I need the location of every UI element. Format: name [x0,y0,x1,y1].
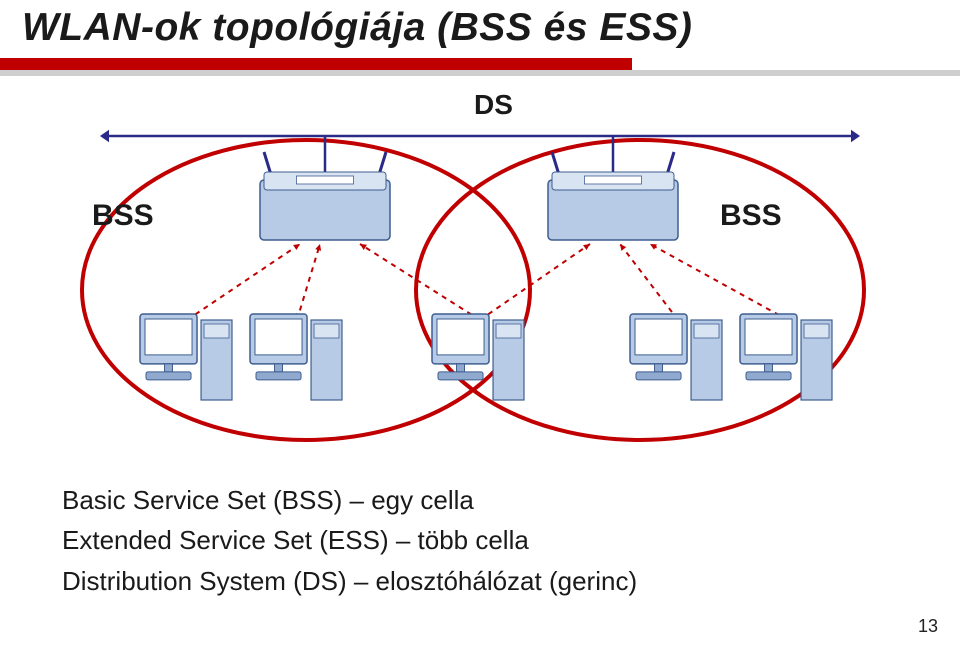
bullet-list: Basic Service Set (BSS) – egy cella Exte… [62,480,637,601]
svg-text:DS: DS [474,89,513,120]
bullet-item: Distribution System (DS) – elosztóhálóza… [62,561,637,601]
svg-text:BSS: BSS [92,199,154,232]
bullet-item: Basic Service Set (BSS) – egy cella [62,480,637,520]
svg-text:BSS: BSS [720,199,782,232]
page-number: 13 [918,616,938,637]
wlan-diagram: DS BSS BSS [0,0,960,480]
bullet-item: Extended Service Set (ESS) – több cella [62,520,637,560]
